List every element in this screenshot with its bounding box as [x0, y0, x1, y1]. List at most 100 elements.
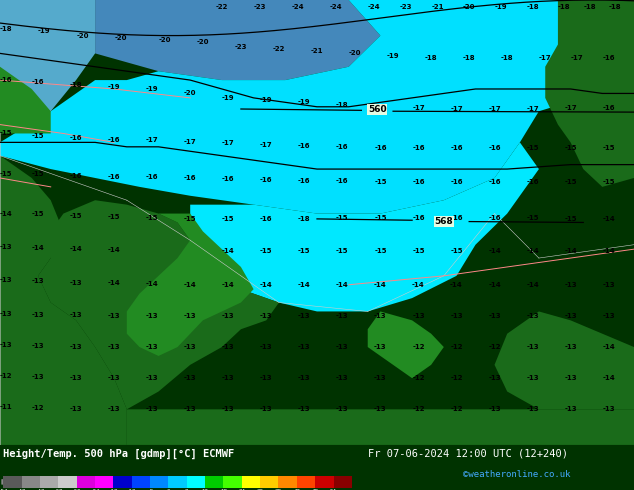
- Text: -13: -13: [602, 406, 615, 412]
- Text: -15: -15: [526, 215, 539, 221]
- Text: -24: -24: [330, 3, 342, 10]
- Text: -13: -13: [32, 278, 44, 284]
- Polygon shape: [0, 67, 51, 133]
- Text: -8: -8: [146, 489, 153, 490]
- Text: -13: -13: [0, 342, 13, 348]
- Text: -13: -13: [70, 343, 82, 349]
- Text: -13: -13: [108, 313, 120, 319]
- Text: -14: -14: [602, 375, 615, 381]
- Text: -14: -14: [146, 281, 158, 287]
- Bar: [186, 476, 205, 488]
- Text: -13: -13: [260, 313, 273, 319]
- Text: -16: -16: [32, 79, 44, 85]
- Text: -13: -13: [0, 311, 13, 317]
- Text: -13: -13: [298, 344, 311, 350]
- Text: -14: -14: [602, 216, 615, 222]
- Text: -18: -18: [526, 3, 539, 10]
- Text: -13: -13: [374, 375, 387, 381]
- Text: -19: -19: [146, 86, 158, 92]
- Text: -14: -14: [32, 245, 44, 251]
- Text: -21: -21: [431, 3, 444, 10]
- Text: -20: -20: [114, 35, 127, 41]
- Text: -23: -23: [235, 44, 247, 49]
- Text: -13: -13: [602, 282, 615, 288]
- Text: -13: -13: [564, 282, 577, 288]
- Text: -15: -15: [374, 215, 387, 221]
- Text: -13: -13: [184, 344, 197, 350]
- Text: -13: -13: [298, 313, 311, 319]
- Text: -14: -14: [70, 246, 82, 252]
- Text: -15: -15: [564, 178, 577, 185]
- Bar: [22, 476, 40, 488]
- Text: -18: -18: [70, 81, 82, 88]
- Text: -14: -14: [0, 211, 13, 217]
- Text: -14: -14: [108, 247, 120, 253]
- Text: -23: -23: [254, 3, 266, 10]
- Text: -13: -13: [526, 344, 539, 350]
- Text: -14: -14: [602, 248, 615, 254]
- Text: -17: -17: [488, 106, 501, 112]
- Text: -15: -15: [108, 214, 120, 220]
- Text: -18: -18: [425, 55, 437, 61]
- Text: -13: -13: [222, 313, 235, 319]
- Text: -13: -13: [32, 374, 44, 380]
- Text: -13: -13: [336, 375, 349, 381]
- Text: -13: -13: [526, 375, 539, 381]
- Text: -16: -16: [0, 77, 13, 83]
- Text: -13: -13: [374, 313, 387, 319]
- Text: 0: 0: [167, 489, 170, 490]
- Text: -15: -15: [336, 215, 349, 221]
- Text: -24: -24: [89, 489, 100, 490]
- Polygon shape: [495, 312, 634, 409]
- Text: -13: -13: [564, 313, 577, 319]
- Text: -16: -16: [222, 176, 235, 182]
- Text: -13: -13: [298, 375, 311, 381]
- Text: -21: -21: [311, 48, 323, 54]
- Polygon shape: [545, 0, 634, 187]
- Text: -17: -17: [571, 55, 583, 61]
- Text: -18: -18: [501, 55, 514, 61]
- Text: -13: -13: [222, 406, 235, 412]
- Text: -13: -13: [184, 375, 197, 381]
- Text: -13: -13: [602, 313, 615, 319]
- Text: -13: -13: [32, 312, 44, 318]
- Text: -20: -20: [349, 50, 361, 56]
- Text: -13: -13: [564, 375, 577, 381]
- Text: -24: -24: [368, 3, 380, 10]
- Text: -15: -15: [298, 248, 311, 254]
- Text: -16: -16: [412, 178, 425, 185]
- Text: Height/Temp. 500 hPa [gdmp][°C] ECMWF: Height/Temp. 500 hPa [gdmp][°C] ECMWF: [3, 448, 235, 459]
- Text: -18: -18: [108, 489, 119, 490]
- Text: -14: -14: [488, 248, 501, 254]
- Text: -16: -16: [602, 55, 615, 61]
- Text: 38: 38: [275, 489, 282, 490]
- Text: -13: -13: [108, 375, 120, 381]
- Bar: [333, 476, 352, 488]
- Text: ©weatheronline.co.uk: ©weatheronline.co.uk: [463, 470, 571, 479]
- Text: -13: -13: [146, 375, 158, 381]
- Text: -13: -13: [374, 406, 387, 412]
- Bar: [95, 476, 113, 488]
- Polygon shape: [127, 214, 254, 356]
- Text: -20: -20: [184, 91, 197, 97]
- Text: -13: -13: [0, 244, 13, 250]
- Text: -13: -13: [222, 375, 235, 381]
- Text: -15: -15: [0, 171, 13, 176]
- Polygon shape: [0, 156, 127, 445]
- Text: -16: -16: [70, 135, 82, 141]
- Text: -15: -15: [184, 216, 197, 222]
- Text: -14: -14: [602, 344, 615, 350]
- Text: Fr 07-06-2024 12:00 UTC (12+240): Fr 07-06-2024 12:00 UTC (12+240): [368, 448, 567, 459]
- Text: -19: -19: [495, 3, 507, 10]
- Polygon shape: [368, 312, 444, 378]
- Text: -42: -42: [35, 489, 45, 490]
- Text: -13: -13: [488, 406, 501, 412]
- Text: -16: -16: [374, 145, 387, 151]
- Text: -17: -17: [412, 105, 425, 111]
- Text: -13: -13: [146, 344, 158, 350]
- Text: -12: -12: [488, 344, 501, 350]
- Text: -15: -15: [146, 215, 158, 221]
- Text: -13: -13: [564, 406, 577, 412]
- Text: -17: -17: [539, 55, 552, 61]
- Bar: [242, 476, 260, 488]
